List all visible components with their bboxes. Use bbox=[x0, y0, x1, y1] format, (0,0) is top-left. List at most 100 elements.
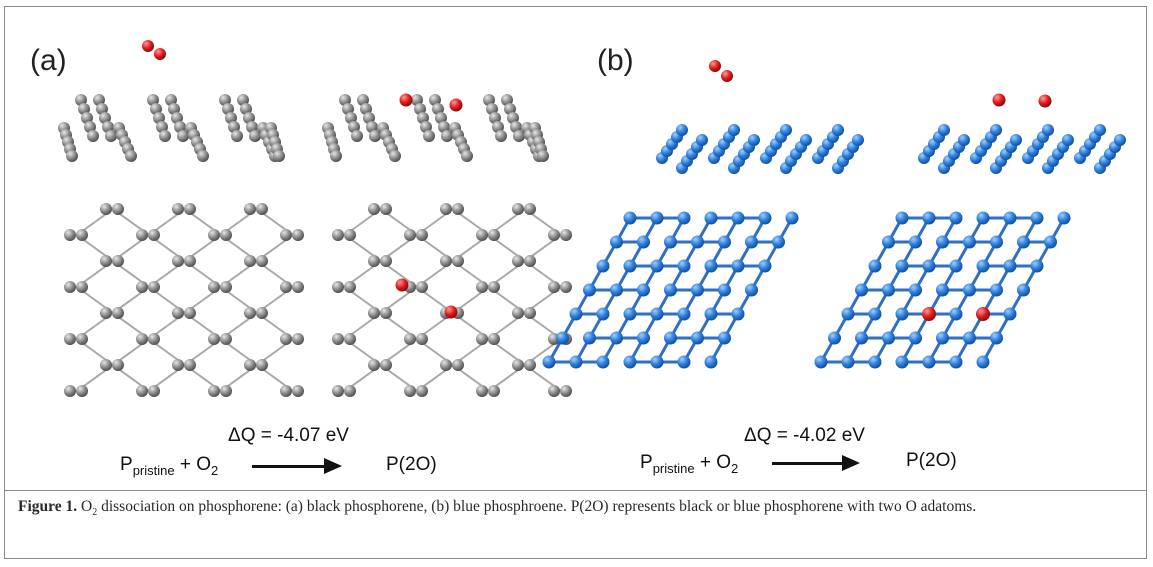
phosphorus-atom bbox=[495, 130, 507, 142]
phosphorus-atom bbox=[105, 130, 117, 142]
phosphorus-atom bbox=[664, 283, 677, 297]
phosphorus-atom bbox=[368, 255, 380, 267]
phosphorus-atom bbox=[691, 331, 704, 345]
phosphorus-atom bbox=[718, 331, 731, 345]
oxygen-adatom bbox=[444, 305, 458, 319]
blue-phosphorene-top-view-oxidized bbox=[814, 211, 1071, 369]
phosphorus-atom bbox=[1114, 134, 1126, 146]
blue-phosphorene-side-view-oxidized bbox=[918, 124, 1126, 174]
phosphorus-atom bbox=[560, 281, 572, 293]
panel-b-reactants: Ppristine + O2 bbox=[640, 452, 739, 476]
phosphorus-atom bbox=[976, 259, 990, 273]
phosphorus-atom bbox=[922, 211, 936, 225]
phosphorus-atom bbox=[664, 235, 677, 249]
phosphorus-atom bbox=[351, 130, 363, 142]
blue-phosphorene-side-view-pristine bbox=[656, 124, 864, 174]
phosphorus-atom bbox=[958, 134, 970, 146]
phosphorus-atom bbox=[1042, 124, 1054, 136]
phosphorus-atom bbox=[177, 130, 189, 142]
phosphorus-atom bbox=[100, 359, 112, 371]
phosphorus-atom bbox=[332, 281, 344, 293]
phosphorus-atom bbox=[172, 255, 184, 267]
phosphorus-atom bbox=[1017, 235, 1030, 249]
phosphorus-atom bbox=[814, 355, 828, 369]
phosphorus-atom bbox=[220, 229, 232, 241]
phosphorus-atom bbox=[976, 355, 990, 369]
phosphorus-atom bbox=[637, 331, 650, 345]
phosphorus-atom bbox=[440, 203, 452, 215]
phosphorus-atom bbox=[292, 281, 304, 293]
phosphorus-atom bbox=[440, 359, 452, 371]
phosphorus-atom bbox=[936, 235, 949, 249]
phosphorus-atom bbox=[677, 355, 691, 369]
phosphorus-atom bbox=[990, 235, 1003, 249]
phosphorus-atom bbox=[963, 235, 976, 249]
phosphorus-atom bbox=[100, 307, 112, 319]
phosphorus-atom bbox=[895, 355, 909, 369]
phosphorus-atom bbox=[691, 235, 704, 249]
phosphorus-atom bbox=[159, 130, 171, 142]
phosphorus-atom bbox=[380, 307, 392, 319]
phosphorus-atom bbox=[731, 307, 745, 321]
phosphorus-atom bbox=[664, 331, 677, 345]
phosphorus-atom bbox=[882, 235, 895, 249]
phosphorus-atom bbox=[369, 130, 381, 142]
phosphorus-atom bbox=[423, 130, 435, 142]
phosphorus-atom bbox=[650, 307, 664, 321]
phosphorus-atom bbox=[936, 331, 949, 345]
phosphorus-atom bbox=[256, 307, 268, 319]
phosphorus-atom bbox=[963, 331, 976, 345]
phosphorus-atom bbox=[172, 359, 184, 371]
phosphorus-atom bbox=[476, 281, 488, 293]
oxygen-adatom bbox=[1038, 94, 1052, 108]
phosphorus-atom bbox=[696, 134, 708, 146]
phosphorus-atom bbox=[220, 385, 232, 397]
phosphorus-atom bbox=[745, 283, 758, 297]
phosphorus-atom bbox=[380, 203, 392, 215]
phosphorus-atom bbox=[136, 229, 148, 241]
phosphorus-atom bbox=[148, 229, 160, 241]
phosphorus-atom bbox=[100, 255, 112, 267]
phosphorus-atom bbox=[256, 203, 268, 215]
phosphorus-atom bbox=[909, 235, 922, 249]
phosphorus-atom bbox=[704, 211, 718, 225]
phosphorus-atom bbox=[244, 255, 256, 267]
phosphorus-atom bbox=[404, 333, 416, 345]
phosphorus-atom bbox=[208, 229, 220, 241]
phosphorus-atom bbox=[488, 281, 500, 293]
phosphorus-atom bbox=[524, 203, 536, 215]
black-phosphorene-top-view-oxidized bbox=[332, 203, 572, 397]
phosphorus-atom bbox=[344, 385, 356, 397]
phosphorus-atom bbox=[650, 211, 664, 225]
panel-b-reaction-arrow bbox=[772, 455, 860, 471]
phosphorus-atom bbox=[855, 331, 868, 345]
phosphorus-atom bbox=[244, 307, 256, 319]
phosphorus-atom bbox=[1017, 283, 1030, 297]
panel-a-label: (a) bbox=[30, 44, 67, 77]
phosphorus-atom bbox=[244, 359, 256, 371]
phosphorus-atom bbox=[882, 283, 895, 297]
phosphorus-atom bbox=[280, 333, 292, 345]
phosphorus-atom bbox=[758, 211, 772, 225]
phosphorus-atom bbox=[249, 130, 261, 142]
phosphorus-atom bbox=[76, 333, 88, 345]
phosphorus-atom bbox=[949, 259, 963, 273]
blue-phosphorene-top-view-pristine bbox=[542, 211, 799, 369]
phosphorus-atom bbox=[990, 283, 1003, 297]
phosphorus-atom bbox=[623, 307, 637, 321]
phosphorus-atom bbox=[488, 229, 500, 241]
panel-b-product: P(2O) bbox=[906, 450, 957, 471]
oxygen-atom bbox=[721, 70, 733, 82]
phosphorus-atom bbox=[895, 211, 909, 225]
phosphorus-atom bbox=[64, 333, 76, 345]
phosphorus-atom bbox=[148, 333, 160, 345]
phosphorus-atom bbox=[368, 203, 380, 215]
phosphorus-atom bbox=[596, 259, 610, 273]
phosphorus-atom bbox=[244, 203, 256, 215]
phosphorus-atom bbox=[548, 385, 560, 397]
phosphorus-atom bbox=[197, 150, 209, 162]
phosphorus-atom bbox=[488, 333, 500, 345]
phosphorus-atom bbox=[841, 355, 855, 369]
phosphorus-atom bbox=[976, 211, 990, 225]
phosphorus-atom bbox=[512, 255, 524, 267]
